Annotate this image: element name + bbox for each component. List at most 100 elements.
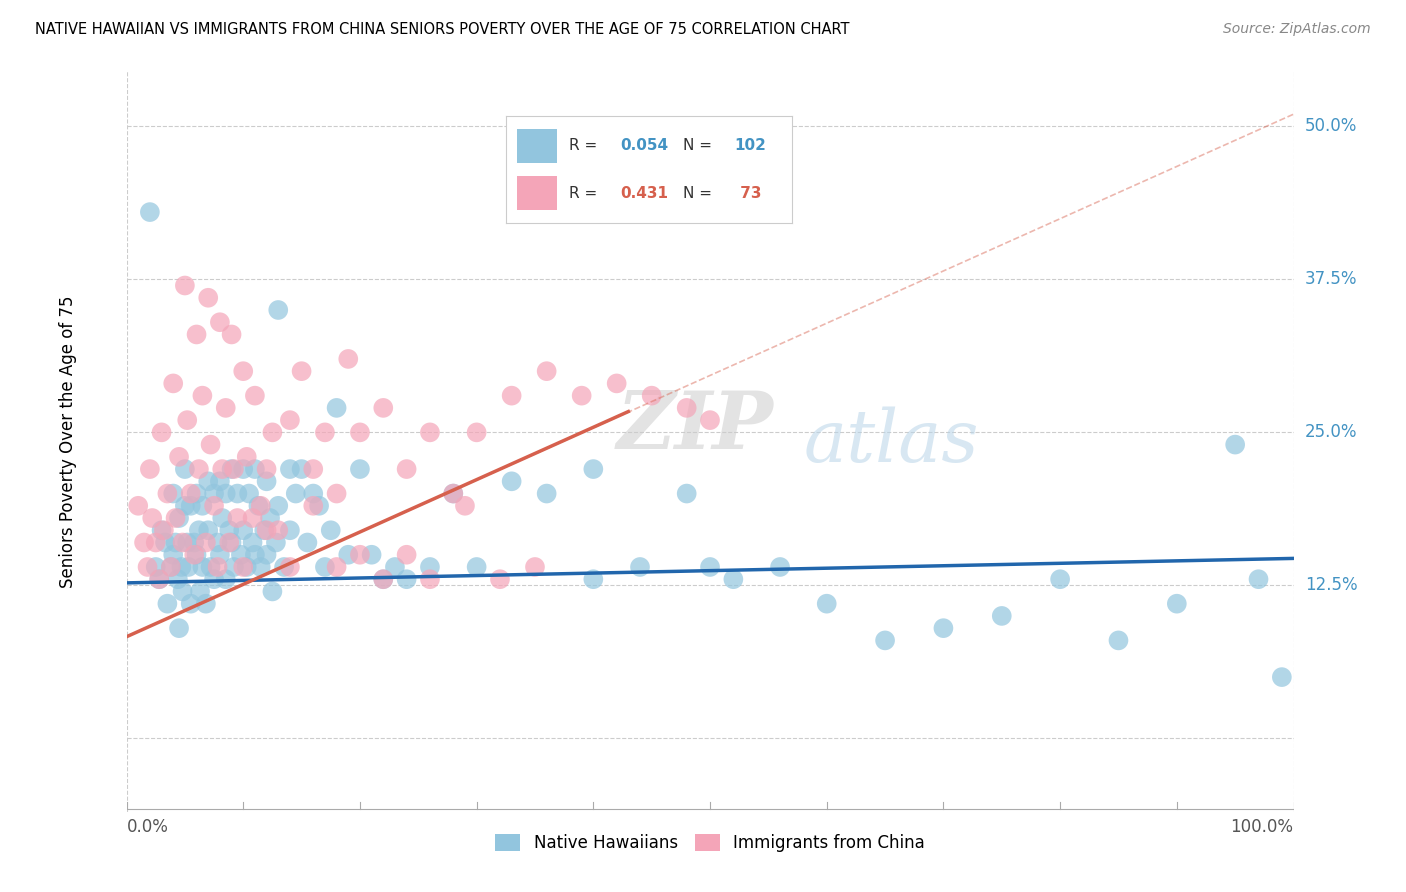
- Point: [183, 548, 205, 562]
- Point: [191, 560, 214, 574]
- Point: [606, 376, 628, 391]
- Point: [136, 560, 159, 574]
- Point: [932, 621, 955, 635]
- Text: Seniors Poverty Over the Age of 75: Seniors Poverty Over the Age of 75: [59, 295, 77, 588]
- Point: [628, 560, 651, 574]
- Point: [501, 475, 523, 489]
- Text: 25.0%: 25.0%: [1305, 424, 1357, 442]
- Point: [489, 572, 512, 586]
- Point: [501, 389, 523, 403]
- Point: [990, 608, 1012, 623]
- Point: [221, 535, 243, 549]
- Point: [262, 425, 284, 440]
- Text: Source: ZipAtlas.com: Source: ZipAtlas.com: [1223, 22, 1371, 37]
- Point: [156, 486, 179, 500]
- Point: [337, 548, 360, 562]
- Point: [319, 523, 342, 537]
- Point: [284, 486, 307, 500]
- Point: [174, 499, 197, 513]
- Point: [229, 548, 252, 562]
- Point: [243, 389, 266, 403]
- Point: [139, 205, 162, 219]
- Point: [191, 499, 214, 513]
- Point: [536, 486, 558, 500]
- Point: [221, 327, 243, 342]
- Point: [139, 462, 162, 476]
- Point: [465, 425, 488, 440]
- Point: [256, 523, 278, 537]
- Point: [211, 462, 233, 476]
- Point: [200, 560, 222, 574]
- Point: [194, 597, 217, 611]
- Point: [165, 535, 187, 549]
- Point: [243, 548, 266, 562]
- Point: [441, 486, 464, 500]
- Point: [202, 572, 225, 586]
- Point: [167, 621, 190, 635]
- Point: [262, 584, 284, 599]
- Point: [232, 364, 254, 378]
- Point: [238, 486, 260, 500]
- Point: [207, 535, 229, 549]
- Point: [360, 548, 382, 562]
- Point: [278, 413, 301, 427]
- Point: [187, 462, 209, 476]
- Point: [1223, 437, 1246, 451]
- Point: [211, 511, 233, 525]
- Point: [302, 499, 325, 513]
- Point: [259, 511, 281, 525]
- Point: [197, 523, 219, 537]
- Point: [384, 560, 406, 574]
- Point: [571, 389, 593, 403]
- Point: [132, 535, 155, 549]
- Point: [267, 523, 290, 537]
- Point: [769, 560, 792, 574]
- Point: [162, 376, 184, 391]
- Legend: Native Hawaiians, Immigrants from China: Native Hawaiians, Immigrants from China: [489, 828, 931, 859]
- Point: [172, 584, 194, 599]
- Point: [232, 523, 254, 537]
- Point: [267, 303, 290, 318]
- Point: [337, 351, 360, 366]
- Point: [373, 401, 395, 415]
- Point: [202, 486, 225, 500]
- Point: [207, 560, 229, 574]
- Point: [194, 535, 217, 549]
- Point: [156, 597, 179, 611]
- Point: [256, 462, 278, 476]
- Text: atlas: atlas: [803, 406, 979, 477]
- Point: [208, 548, 231, 562]
- Point: [723, 572, 745, 586]
- Point: [395, 462, 418, 476]
- Point: [200, 437, 222, 451]
- Point: [523, 560, 546, 574]
- Text: 12.5%: 12.5%: [1305, 576, 1357, 594]
- Point: [153, 535, 176, 549]
- Point: [290, 364, 312, 378]
- Point: [1049, 572, 1071, 586]
- Text: 0.0%: 0.0%: [127, 818, 169, 836]
- Point: [349, 462, 371, 476]
- Point: [302, 462, 325, 476]
- Text: 100.0%: 100.0%: [1230, 818, 1294, 836]
- Point: [162, 548, 184, 562]
- Point: [278, 462, 301, 476]
- Point: [180, 499, 202, 513]
- Point: [256, 475, 278, 489]
- Point: [454, 499, 477, 513]
- Point: [165, 511, 187, 525]
- Point: [419, 425, 441, 440]
- Point: [349, 548, 371, 562]
- Point: [582, 462, 605, 476]
- Point: [1271, 670, 1294, 684]
- Point: [235, 450, 257, 464]
- Point: [419, 572, 441, 586]
- Point: [172, 535, 194, 549]
- Point: [308, 499, 330, 513]
- Point: [226, 511, 249, 525]
- Point: [177, 560, 200, 574]
- Point: [150, 523, 173, 537]
- Point: [278, 560, 301, 574]
- Point: [675, 486, 697, 500]
- Point: [419, 560, 441, 574]
